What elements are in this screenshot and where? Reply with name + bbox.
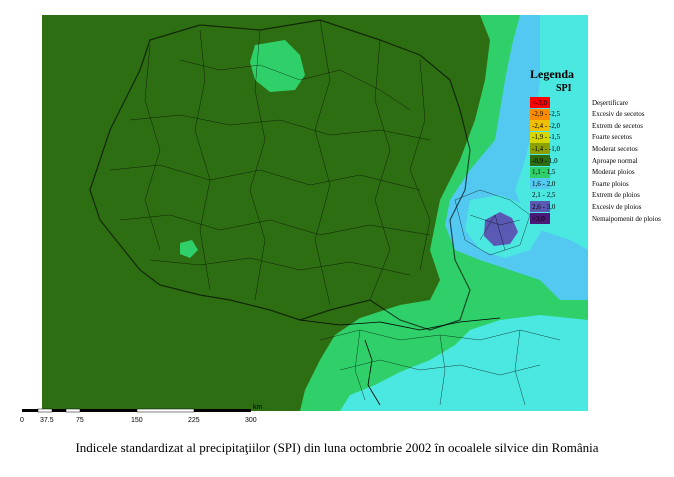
- legend-label: Foarte ploios: [592, 179, 629, 188]
- scale-bar: [22, 408, 251, 413]
- legend-range: 2,6 - 3,0: [532, 202, 556, 211]
- legend-label: Nemaipomenit de ploios: [592, 214, 661, 223]
- legend-swatch: [530, 166, 550, 178]
- legend-item: -1,9 - -1,5 Foarte secetos: [530, 131, 632, 143]
- legend-label: Foarte secetos: [592, 133, 632, 142]
- legend-range: -2,4 - -2,0: [532, 121, 560, 130]
- legend-item: 1,1 - 1,5 Moderat ploios: [530, 166, 635, 178]
- legend-swatch: [530, 143, 550, 155]
- legend-item: >3,0 Nemaipomenit de ploios: [530, 213, 661, 224]
- legend-swatch: [530, 97, 550, 108]
- region-extreme-wet-south: [340, 315, 588, 411]
- legend-range: 2,1 - 2,5: [532, 191, 556, 200]
- legend-range: -0,9 - 1,0: [532, 156, 558, 165]
- legend-swatch: [530, 189, 550, 201]
- region-moderate-wet-west: [180, 240, 198, 258]
- legend-range: >3,0: [532, 214, 545, 223]
- scale-tick-2: 75: [76, 417, 84, 424]
- legend-swatch: [530, 213, 550, 224]
- scale-tick-1: 37.5: [40, 417, 54, 424]
- legend-range: -1,4 - -1,0: [532, 144, 560, 153]
- legend-item: -2,4 - -2,0 Extrem de secetos: [530, 120, 643, 132]
- district-boundaries: [89, 19, 561, 406]
- scale-tick-4: 225: [188, 417, 200, 424]
- scale-tick-0: 0: [20, 417, 24, 424]
- legend-label: Aproape normal: [592, 156, 638, 165]
- legend-swatch: [530, 178, 550, 190]
- legend-swatch: [530, 201, 550, 213]
- legend-label: Excesiv de ploios: [592, 202, 642, 211]
- legend-swatch: [530, 131, 550, 143]
- legend-range: 1,1 - 1,5: [532, 168, 556, 177]
- legend-item: 2,1 - 2,5 Extrem de ploios: [530, 189, 640, 201]
- legend-swatch: [530, 155, 550, 166]
- legend-label: Extrem de secetos: [592, 121, 643, 130]
- legend-label: Deşertificare: [592, 98, 629, 107]
- legend-subtitle: SPI: [556, 83, 572, 94]
- region-extreme-wet-sw: [300, 350, 360, 411]
- legend-item: -0,9 - 1,0 Aproape normal: [530, 155, 638, 166]
- scale-tick-3: 150: [131, 417, 143, 424]
- rivers: [299, 317, 501, 406]
- legend-title: Legenda: [530, 67, 575, 81]
- region-excessive-wet-core: [484, 212, 518, 246]
- scale-unit: km: [253, 404, 263, 411]
- legend-item: <-3,0 Deşertificare: [530, 97, 628, 108]
- legend-range: 1,6 - 2,0: [532, 179, 556, 188]
- legend-range: <-3,0: [532, 98, 548, 107]
- legend-item: 1,6 - 2,0 Foarte ploios: [530, 178, 629, 190]
- region-moderate-wet-north: [250, 40, 305, 92]
- scale-tick-5: 300: [245, 417, 257, 424]
- legend-item: -1,4 - -1,0 Moderat secetos: [530, 143, 638, 155]
- legend-swatch: [530, 120, 550, 132]
- legend-item: -2,9 - -2,5 Excesiv de secetos: [530, 108, 645, 120]
- legend-label: Moderat ploios: [592, 168, 635, 177]
- map-caption: Indicele standardizat al precipitaţiilor…: [75, 440, 599, 455]
- legend-label: Extrem de ploios: [592, 191, 640, 200]
- legend-swatch: [530, 108, 550, 120]
- legend-label: Moderat secetos: [592, 144, 638, 153]
- legend-label: Excesiv de secetos: [592, 110, 645, 119]
- legend-range: -1,9 - -1,5: [532, 133, 560, 142]
- legend-item: 2,6 - 3,0 Excesiv de ploios: [530, 201, 642, 213]
- legend-range: -2,9 - -2,5: [532, 110, 560, 119]
